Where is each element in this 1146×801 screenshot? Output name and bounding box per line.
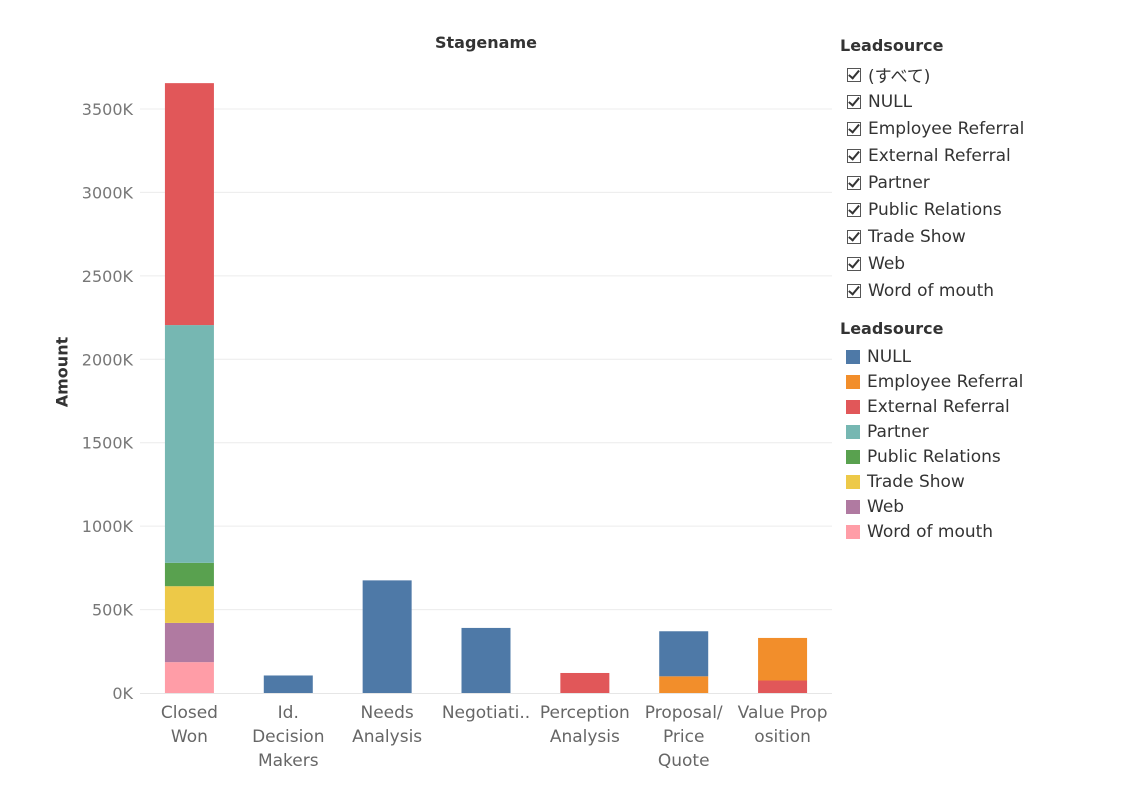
bar-chart: 0K 500K 1000K 1500K 2000K 2500K 3000K 3500K Clos… [82, 83, 832, 771]
filter-list: (すべて) NULL Employee Referral External Refer… [840, 61, 1140, 304]
legend-item[interactable]: NULL [840, 344, 1140, 369]
legend-swatch [846, 474, 860, 489]
filter-option[interactable]: Employee Referral [840, 115, 1140, 142]
legend-label: Web [867, 496, 905, 517]
legend-item[interactable]: External Referral [840, 394, 1140, 419]
checkbox-checked-icon[interactable] [847, 94, 861, 109]
bar-segment [659, 631, 709, 677]
chart-title: Stagename [435, 33, 537, 52]
legend-label: Public Relations [867, 446, 1001, 467]
x-tick-label: Id. [278, 703, 299, 723]
legend-swatch [846, 399, 860, 414]
y-tick-label: 3500K [82, 100, 134, 119]
bar-segment [758, 680, 808, 693]
filter-title: Leadsource [840, 36, 944, 55]
filter-option[interactable]: Trade Show [840, 223, 1140, 250]
legend-label: Word of mouth [867, 521, 994, 542]
bar-segment [362, 580, 412, 693]
y-tick-label: 2000K [82, 350, 134, 369]
legend-label: Employee Referral [867, 371, 1024, 392]
bar-segment [164, 325, 214, 563]
bar-segment [164, 662, 214, 693]
x-tick-label: Closed [161, 703, 218, 723]
legend-swatch [846, 499, 860, 514]
y-tick-label: 2500K [82, 267, 134, 286]
legend-item[interactable]: Partner [840, 419, 1140, 444]
legend-item[interactable]: Employee Referral [840, 369, 1140, 394]
y-tick-label: 1500K [82, 434, 134, 453]
checkbox-checked-icon[interactable] [847, 148, 861, 163]
filter-option[interactable]: Word of mouth [840, 277, 1140, 304]
filter-option[interactable]: Partner [840, 169, 1140, 196]
checkbox-checked-icon[interactable] [847, 67, 861, 82]
x-tick-label: Value Prop [738, 703, 828, 723]
legend-swatch [846, 449, 860, 464]
checkbox-checked-icon[interactable] [847, 283, 861, 298]
x-tick-label: Needs [360, 703, 413, 723]
x-tick-label: Analysis [352, 727, 422, 747]
filter-option-label: Partner [868, 172, 930, 193]
legend-item[interactable]: Web [840, 494, 1140, 519]
legend-swatch [846, 349, 860, 364]
x-tick-label: Perception [540, 703, 630, 723]
color-legend: Leadsource NULL Employee Referral External… [840, 319, 1140, 544]
filter-option-label: Trade Show [868, 226, 966, 247]
y-tick-label: 500K [92, 601, 134, 620]
checkbox-checked-icon[interactable] [847, 175, 861, 190]
filter-option[interactable]: Public Relations [840, 196, 1140, 223]
legend-swatch [846, 374, 860, 389]
legend-label: External Referral [867, 396, 1010, 417]
y-tick-label: 3000K [82, 183, 134, 202]
legend-swatch [846, 524, 860, 539]
legend-label: Partner [867, 421, 929, 442]
bar-segment [263, 675, 313, 693]
filter-option-label: Public Relations [868, 199, 1002, 220]
filter-option[interactable]: NULL [840, 88, 1140, 115]
filter-option-label: NULL [868, 91, 913, 112]
x-tick-label: Won [171, 727, 208, 747]
checkbox-checked-icon[interactable] [847, 256, 861, 271]
filter-option-label: External Referral [868, 145, 1011, 166]
x-tick-label: Makers [258, 751, 319, 771]
checkbox-checked-icon[interactable] [847, 121, 861, 136]
filter-option[interactable]: Web [840, 250, 1140, 277]
y-tick-label: 0K [112, 684, 133, 703]
legend-list: NULL Employee Referral External Referral Pa… [840, 344, 1140, 544]
filter-option[interactable]: (すべて) [840, 61, 1140, 88]
legend-title: Leadsource [840, 319, 944, 338]
filter-option[interactable]: External Referral [840, 142, 1140, 169]
bar-segment [659, 676, 709, 693]
filter-option-label: Word of mouth [868, 280, 995, 301]
legend-item[interactable]: Word of mouth [840, 519, 1140, 544]
bar-segment [461, 627, 511, 693]
legend-item[interactable]: Public Relations [840, 444, 1140, 469]
x-tick-label: Proposal/ [645, 703, 723, 723]
bar-segment [758, 637, 808, 681]
checkbox-checked-icon[interactable] [847, 229, 861, 244]
legend-swatch [846, 424, 860, 439]
checkbox-checked-icon[interactable] [847, 202, 861, 217]
filter-option-label: Employee Referral [868, 118, 1025, 139]
legend-item[interactable]: Trade Show [840, 469, 1140, 494]
filter-option-label: (すべて) [868, 67, 931, 87]
bar-segment [164, 562, 214, 587]
x-tick-label: Negotiati.. [442, 703, 530, 723]
y-tick-label: 1000K [82, 517, 134, 536]
bar-segment [164, 83, 214, 326]
x-tick-label: Analysis [550, 727, 620, 747]
x-tick-label: Quote [658, 751, 710, 771]
bar-segment [560, 672, 610, 693]
legend-label: Trade Show [867, 471, 965, 492]
x-tick-label: Decision [252, 727, 324, 747]
bar-segment [164, 622, 214, 663]
bar-segment [164, 586, 214, 623]
x-tick-label: osition [754, 727, 811, 747]
x-tick-label: Price [663, 727, 704, 747]
leadsource-filter: Leadsource (すべて) NULL Employee Referral Ext… [840, 36, 1140, 304]
filter-option-label: Web [868, 253, 906, 274]
legend-label: NULL [867, 346, 912, 367]
